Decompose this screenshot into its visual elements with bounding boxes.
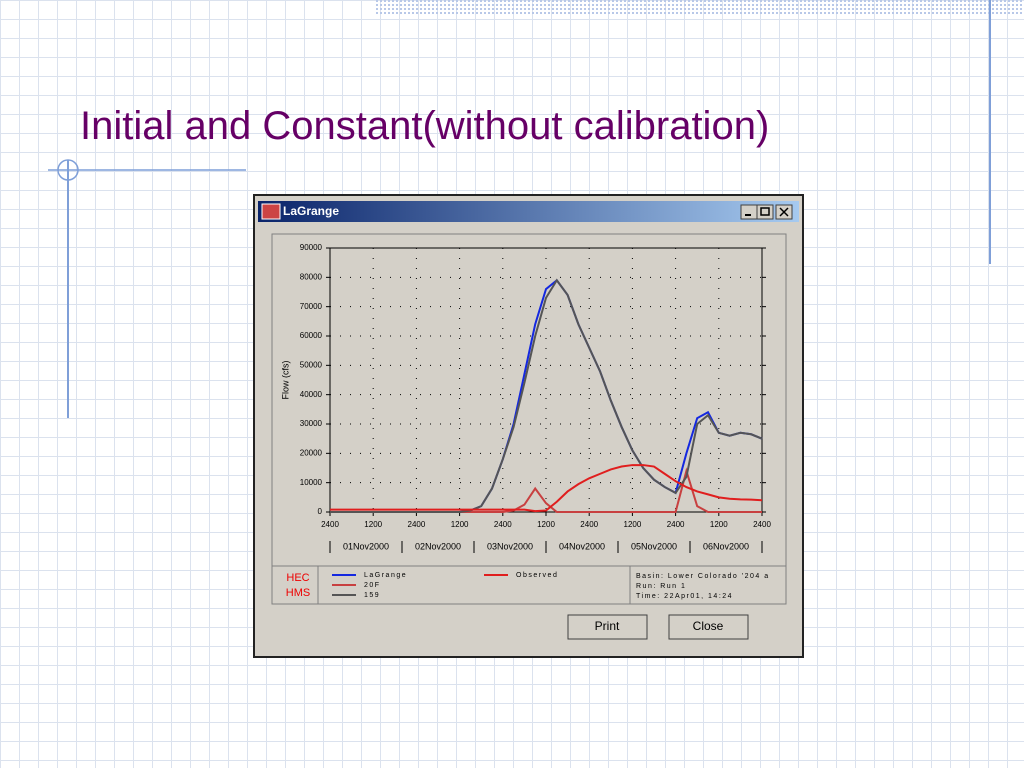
legend-label: 20F — [364, 582, 381, 589]
info-text: Time: 22Apr01, 14:24 — [636, 593, 733, 600]
info-text: Run: Run 1 — [636, 583, 686, 590]
y-tick-label: 40000 — [300, 390, 323, 399]
y-tick-label: 50000 — [300, 360, 323, 369]
legend-panel — [271, 565, 787, 605]
y-tick-label: 10000 — [300, 478, 323, 487]
x-tick-label: 1200 — [451, 520, 469, 529]
button-frame[interactable] — [668, 614, 749, 640]
window-title: LaGrange — [283, 204, 339, 218]
window-controls[interactable] — [740, 204, 793, 220]
decor-bar — [375, 0, 1024, 16]
slide-title: Initial and Constant(without calibration… — [80, 104, 770, 148]
app-icon — [261, 203, 281, 220]
day-label: 03Nov2000 — [487, 541, 533, 551]
decor-circle — [57, 159, 79, 181]
y-tick-label: 0 — [318, 507, 323, 516]
close-button[interactable]: Close — [668, 614, 749, 640]
x-tick-label: 2400 — [580, 520, 598, 529]
x-tick-label: 1200 — [624, 520, 642, 529]
y-tick-label: 30000 — [300, 419, 323, 428]
x-tick-label: 2400 — [408, 520, 426, 529]
day-label: 02Nov2000 — [415, 541, 461, 551]
day-label: 04Nov2000 — [559, 541, 605, 551]
y-tick-label: 60000 — [300, 331, 323, 340]
y-axis-label: Flow (cfs) — [280, 361, 290, 400]
button-label[interactable]: Close — [693, 619, 724, 633]
series-line — [330, 278, 763, 513]
icon — [779, 207, 789, 217]
logo-text: HEC — [286, 572, 309, 584]
icon — [760, 207, 770, 216]
legend-label: LaGrange — [364, 572, 407, 579]
plot-area — [329, 247, 763, 513]
minimize-button[interactable] — [740, 204, 758, 220]
y-tick-label: 20000 — [300, 448, 323, 457]
y-tick-label: 80000 — [300, 272, 323, 281]
y-tick-label: 90000 — [300, 243, 323, 252]
day-label: 06Nov2000 — [703, 541, 749, 551]
x-tick-label: 2400 — [494, 520, 512, 529]
x-tick-label: 2400 — [753, 520, 771, 529]
day-label: 05Nov2000 — [631, 541, 677, 551]
y-tick-label: 70000 — [300, 302, 323, 311]
series-line — [330, 464, 763, 513]
legend-label: 159 — [364, 592, 380, 599]
info-text: Basin: Lower Colorado '204 a — [636, 573, 770, 580]
button-label[interactable]: Print — [595, 619, 620, 633]
button-frame[interactable] — [567, 614, 648, 640]
maximize-button[interactable] — [756, 204, 774, 220]
print-button[interactable]: Print — [567, 614, 648, 640]
x-tick-label: 2400 — [667, 520, 685, 529]
x-tick-label: 2400 — [321, 520, 339, 529]
day-label: 01Nov2000 — [343, 541, 389, 551]
legend-label: Observed — [516, 572, 558, 579]
title-bar — [258, 201, 799, 222]
x-tick-label: 1200 — [537, 520, 555, 529]
x-tick-label: 1200 — [364, 520, 382, 529]
x-tick-label: 1200 — [710, 520, 728, 529]
logo-text: HMS — [286, 587, 310, 599]
